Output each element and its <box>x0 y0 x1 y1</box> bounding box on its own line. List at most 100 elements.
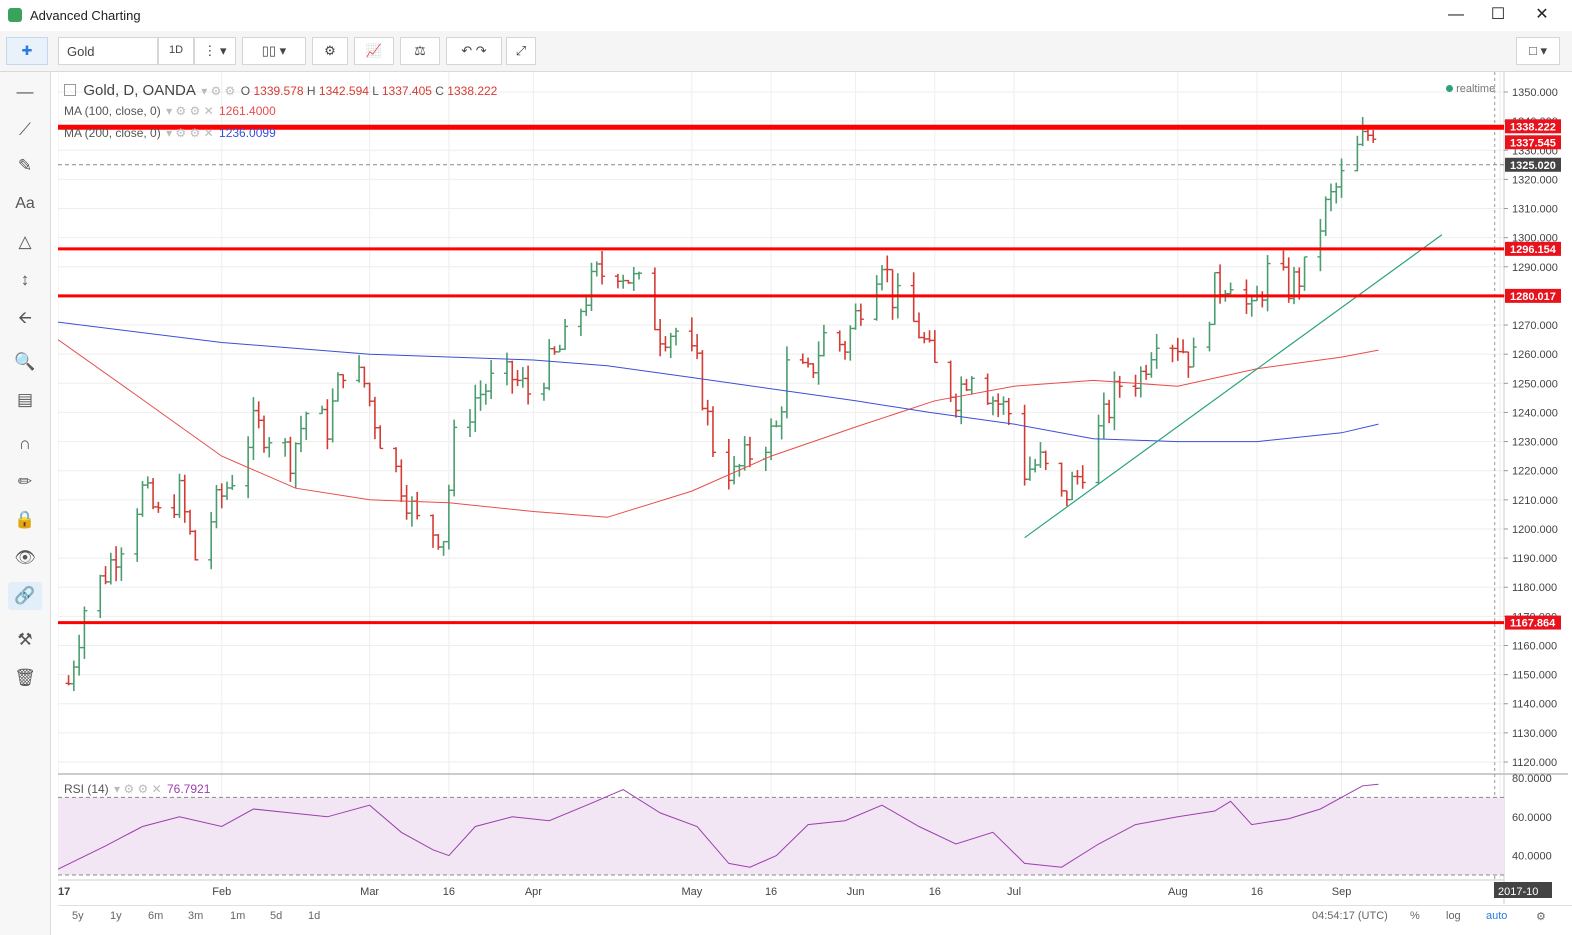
pattern-tool-icon[interactable]: △ <box>18 232 32 251</box>
candle <box>1069 471 1076 501</box>
candle <box>1042 450 1049 471</box>
candle <box>699 350 706 411</box>
utc-clock[interactable]: 04:54:17 (UTC) <box>1312 910 1388 922</box>
candle <box>857 303 864 326</box>
ma200-settings-icon[interactable]: ▾ ⚙ ⚙ ✕ <box>166 126 214 140</box>
candle <box>292 442 299 488</box>
horizontal-line-tool-icon[interactable]: — <box>16 82 34 101</box>
ma100-label: MA (100, close, 0) <box>64 104 161 118</box>
rsi-band <box>58 797 1504 875</box>
candle <box>519 367 526 388</box>
chart-settings-icon[interactable]: ⚙ <box>1536 911 1546 923</box>
magnet-icon[interactable]: ∩ <box>18 434 32 453</box>
realtime-dot-icon <box>1446 85 1453 92</box>
range-6m-button[interactable]: 6m <box>148 910 164 922</box>
tools-icon[interactable]: ⚒ <box>17 630 33 649</box>
candle <box>968 376 975 395</box>
price-tick-label: 1250.000 <box>1512 378 1558 390</box>
text-tool-icon[interactable]: Aa <box>15 195 35 212</box>
candle <box>1327 183 1334 212</box>
percent-scale-button[interactable]: % <box>1410 910 1420 922</box>
rsi-legend: RSI (14) ▾ ⚙ ⚙ ✕ 76.7921 <box>64 782 210 796</box>
price-chart[interactable]: 1350.0001340.0001330.0001320.0001310.000… <box>58 72 1568 908</box>
time-tick-label: 16 <box>765 886 777 898</box>
compare-icon[interactable]: ⚖ <box>400 37 440 65</box>
candle <box>155 501 162 513</box>
range-5y-button[interactable]: 5y <box>72 910 84 922</box>
arrow-left-icon[interactable]: 🡨 <box>18 308 32 327</box>
candle <box>1354 135 1361 172</box>
candle <box>1111 371 1118 431</box>
legend-dropdown-icon[interactable]: ▾ ⚙ ⚙ <box>201 84 236 98</box>
candle <box>725 438 732 490</box>
candle <box>134 508 141 562</box>
bottom-toolbar: 5y 1y 6m 3m 1m 5d 1d 04:54:17 (UTC) % lo… <box>58 905 1572 930</box>
layout-menu-icon[interactable]: □ ▾ <box>1516 37 1560 65</box>
zoom-icon[interactable]: 🔍 <box>14 352 36 371</box>
brush-icon[interactable]: ✎ <box>17 156 33 175</box>
main-legend: Gold, D, OANDA ▾ ⚙ ⚙ O 1339.578 H 1342.5… <box>64 82 497 99</box>
time-tick-label: 16 <box>929 886 941 898</box>
candle <box>1037 442 1044 468</box>
collapse-icon[interactable] <box>64 84 76 96</box>
candle <box>995 393 1002 418</box>
candle <box>1021 404 1028 486</box>
log-scale-button[interactable]: log <box>1446 910 1461 922</box>
price-tick-label: 1150.000 <box>1512 670 1557 682</box>
ruler-icon[interactable]: ▤ <box>16 390 34 409</box>
candle <box>65 675 72 686</box>
crosshair-icon[interactable]: ✚ <box>6 37 48 65</box>
candle <box>297 415 304 453</box>
candle <box>820 324 827 357</box>
candle <box>1217 264 1224 304</box>
price-badge <box>1505 135 1561 150</box>
price-tick-label: 1210.000 <box>1512 495 1558 507</box>
interval-button[interactable]: 1D <box>158 37 194 65</box>
candle <box>879 265 885 291</box>
range-3m-button[interactable]: 3m <box>188 910 204 922</box>
symbol-input[interactable]: Gold <box>58 37 158 65</box>
trash-icon[interactable]: 🗑 <box>14 668 36 687</box>
gear-icon[interactable]: ⚙ <box>312 37 348 65</box>
range-1d-button[interactable]: 1d <box>308 910 321 922</box>
range-1m-button[interactable]: 1m <box>230 910 246 922</box>
lock-icon[interactable]: 🔒 <box>14 510 36 529</box>
indicators-icon[interactable]: 📈 <box>354 37 394 65</box>
rsi-settings-icon[interactable]: ▾ ⚙ ⚙ ✕ <box>114 782 162 796</box>
maximize-icon[interactable]: ☐ <box>1490 6 1506 23</box>
close-icon[interactable]: ✕ <box>1535 6 1549 23</box>
measure-icon[interactable]: ↕ <box>20 270 30 289</box>
candle <box>593 261 600 277</box>
range-5d-button[interactable]: 5d <box>270 910 283 922</box>
rsi-tick-label: 60.0000 <box>1512 812 1552 824</box>
link-icon[interactable]: 🔗 <box>8 582 42 610</box>
ma100-settings-icon[interactable]: ▾ ⚙ ⚙ ✕ <box>166 104 214 118</box>
low-label: L <box>372 84 379 98</box>
fullscreen-icon[interactable]: ⤢ <box>506 37 536 65</box>
candle <box>778 406 785 440</box>
rsi-tick-label: 80.0000 <box>1512 773 1552 785</box>
trendline-tool-icon[interactable]: ⟋ <box>19 120 31 139</box>
close-label: C <box>435 84 444 98</box>
candle <box>947 360 954 403</box>
candle <box>873 275 880 321</box>
candle <box>440 540 447 556</box>
candle <box>1137 366 1144 398</box>
eye-hide-icon[interactable]: 👁 <box>14 548 36 567</box>
high-value: 1342.594 <box>318 84 369 98</box>
candle <box>97 574 104 618</box>
candle <box>1185 351 1192 378</box>
candle <box>1227 282 1234 295</box>
candle <box>107 552 114 585</box>
candle <box>208 511 215 570</box>
minimize-icon[interactable]: — <box>1448 6 1464 23</box>
candle <box>187 509 194 535</box>
range-1y-button[interactable]: 1y <box>110 910 122 922</box>
low-value: 1337.405 <box>381 84 432 98</box>
candle <box>139 480 146 517</box>
auto-scale-button[interactable]: auto <box>1486 910 1508 922</box>
undo-redo-icon[interactable]: ↶ ↷ <box>446 37 502 65</box>
interval-menu-icon[interactable]: ⋮ ▾ <box>194 37 236 65</box>
bar-style-icon[interactable]: ▯▯ ▾ <box>242 37 306 65</box>
pencil-lock-icon[interactable]: ✏ <box>17 472 33 491</box>
